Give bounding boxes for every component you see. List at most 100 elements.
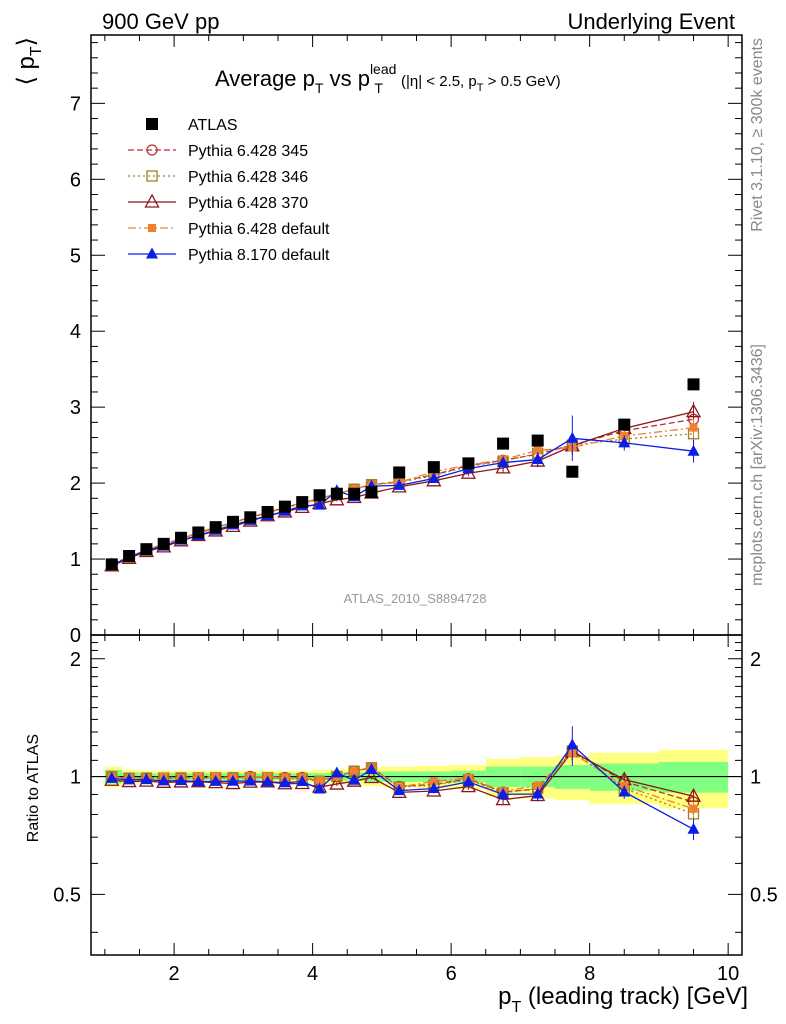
main-y-tick-label: 0 bbox=[70, 625, 81, 647]
ratio-point-pdef bbox=[350, 767, 359, 776]
xlabel: pT (leading track) [GeV] bbox=[498, 983, 748, 1016]
ratio-y-tick-label-right: 0.5 bbox=[750, 884, 778, 906]
x-tick-label: 8 bbox=[584, 963, 595, 985]
ylabel-ratio: Ratio to ATLAS bbox=[25, 734, 42, 842]
point-atlas bbox=[192, 526, 205, 539]
ratio-series-p8 bbox=[105, 726, 700, 841]
point-p8 bbox=[497, 456, 510, 468]
legend-marker-p370 bbox=[144, 193, 160, 208]
point-pdef bbox=[689, 423, 698, 432]
legend-item-p345: Pythia 6.428 345 bbox=[128, 143, 308, 160]
title-main: Average p bbox=[215, 66, 315, 91]
plot-title: Average pT vs plead T (|η| < 2.5, pT > 0.5… bbox=[215, 61, 561, 96]
point-atlas bbox=[566, 465, 579, 478]
point-pdef bbox=[533, 446, 542, 455]
xlabel-p: p bbox=[498, 983, 511, 1010]
ratio-point-pdef bbox=[533, 781, 542, 790]
legend-label-pdef: Pythia 6.428 default bbox=[188, 221, 330, 238]
title-vs-sup: lead bbox=[370, 61, 396, 77]
series-atlas bbox=[105, 378, 700, 571]
band-inner-23 bbox=[658, 761, 729, 793]
point-atlas bbox=[687, 378, 700, 391]
ratio-point-pdef bbox=[315, 776, 324, 785]
ratio-panel: 2 4 6 8 10 0.5 0.5 1 1 2 2 bbox=[53, 634, 778, 985]
point-p8 bbox=[618, 436, 631, 448]
series-p346 bbox=[106, 424, 700, 571]
legend: ATLAS Pythia 6.428 345 Pythia 6.428 346 Pyt… bbox=[128, 117, 330, 264]
ylabel-main-text: ⟨ p bbox=[13, 56, 40, 85]
main-panel: 0 1 2 3 4 5 6 7 bbox=[70, 34, 743, 647]
xlabel-rest: (leading track) [GeV] bbox=[521, 983, 748, 1010]
ratio-y-tick-label: 1 bbox=[70, 767, 81, 789]
point-atlas bbox=[497, 437, 510, 450]
main-y-tick-label: 7 bbox=[70, 93, 81, 115]
ratio-point-p8 bbox=[192, 775, 205, 787]
main-y-tick-label: 6 bbox=[70, 169, 81, 191]
ratio-point-p8 bbox=[462, 775, 475, 787]
header-left: 900 GeV pp bbox=[102, 9, 219, 34]
ratio-y-tick-label-right: 1 bbox=[750, 767, 761, 789]
point-atlas bbox=[348, 487, 361, 500]
ratio-point-p8 bbox=[618, 785, 631, 797]
point-atlas bbox=[531, 434, 544, 447]
legend-item-p370: Pythia 6.428 370 bbox=[128, 193, 308, 212]
ratio-point-p8 bbox=[393, 784, 406, 796]
x-tick-label: 2 bbox=[169, 963, 180, 985]
point-atlas bbox=[365, 486, 378, 499]
point-p8 bbox=[566, 431, 579, 443]
point-p8 bbox=[393, 478, 406, 490]
main-series bbox=[104, 378, 702, 572]
ratio-point-p8 bbox=[123, 773, 136, 785]
point-atlas bbox=[462, 457, 475, 470]
point-atlas bbox=[244, 511, 257, 524]
x-tick-label: 4 bbox=[307, 963, 318, 985]
ratio-point-p8 bbox=[175, 774, 188, 786]
legend-item-atlas: ATLAS bbox=[146, 117, 238, 134]
title-cuts-a: (|η| < 2.5, p bbox=[401, 73, 477, 90]
point-p370 bbox=[685, 403, 702, 418]
legend-marker-p346 bbox=[146, 170, 158, 182]
ratio-point-p8 bbox=[313, 782, 326, 794]
legend-marker-atlas bbox=[146, 118, 158, 130]
ratio-point-p8 bbox=[330, 766, 343, 778]
main-y-tick-label: 5 bbox=[70, 245, 81, 267]
ratio-point-p8 bbox=[209, 774, 222, 786]
ratio-point-pdef bbox=[689, 804, 698, 813]
ratio-y-tick-label: 2 bbox=[70, 649, 81, 671]
ratio-point-p8 bbox=[687, 822, 700, 834]
ratio-point-p8 bbox=[157, 774, 170, 786]
line-pdef bbox=[111, 427, 694, 565]
main-y-tick-label: 3 bbox=[70, 397, 81, 419]
ylabel-main-end: ⟩ bbox=[13, 37, 40, 46]
ylabel-main: ⟨ pT⟩ bbox=[13, 37, 45, 86]
title-vs-sub: T bbox=[374, 80, 383, 96]
point-atlas bbox=[140, 543, 153, 556]
legend-label-p346: Pythia 6.428 346 bbox=[188, 169, 308, 186]
title-vs: vs p bbox=[323, 66, 369, 91]
rivet-label: Rivet 3.1.10, ≥ 300k events bbox=[749, 38, 766, 232]
legend-item-p8: Pythia 8.170 default bbox=[128, 247, 330, 264]
legend-label-p8: Pythia 8.170 default bbox=[188, 247, 330, 264]
main-y-tick-label: 1 bbox=[70, 549, 81, 571]
line-p8 bbox=[111, 437, 694, 566]
ratio-point-p8 bbox=[105, 771, 118, 783]
ratio-point-p8 bbox=[497, 787, 510, 799]
ratio-y-tick-label: 0.5 bbox=[53, 884, 81, 906]
legend-marker-p345 bbox=[146, 144, 158, 156]
point-atlas bbox=[226, 515, 239, 528]
point-atlas bbox=[157, 537, 170, 550]
legend-label-atlas: ATLAS bbox=[188, 117, 238, 134]
analysis-watermark: ATLAS_2010_S8894728 bbox=[344, 591, 487, 606]
ratio-point-p8 bbox=[348, 773, 361, 785]
point-atlas bbox=[278, 500, 291, 513]
point-atlas bbox=[175, 531, 188, 544]
point-atlas bbox=[296, 496, 309, 509]
ratio-point-p370 bbox=[329, 775, 345, 790]
mcplots-label: mcplots.cern.ch [arXiv:1306.3436] bbox=[749, 344, 766, 586]
ratio-point-p370 bbox=[363, 769, 380, 784]
ratio-point-p8 bbox=[278, 776, 291, 788]
legend-label-p345: Pythia 6.428 345 bbox=[188, 143, 308, 160]
ratio-point-pdef bbox=[429, 777, 438, 786]
ratio-point-p8 bbox=[140, 773, 153, 785]
